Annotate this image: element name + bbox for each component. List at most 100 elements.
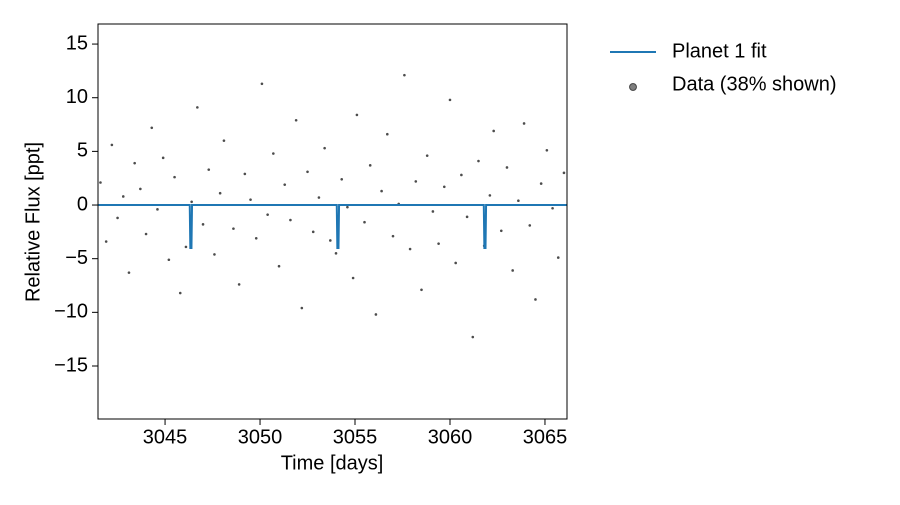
data-point: [442, 185, 446, 189]
y-tick-label: 15: [66, 32, 88, 54]
data-point: [213, 253, 216, 256]
data-point: [156, 208, 159, 211]
data-point: [471, 335, 475, 339]
data-point: [448, 98, 452, 102]
data-point: [150, 126, 154, 130]
y-tick-label: −10: [54, 301, 88, 323]
data-point: [283, 183, 287, 186]
data-point: [243, 172, 247, 176]
data-point: [340, 177, 344, 181]
data-point: [201, 223, 205, 226]
y-tick-label: 5: [77, 140, 88, 162]
data-point: [323, 146, 326, 150]
data-point: [272, 152, 275, 155]
data-point: [190, 200, 193, 204]
data-point: [277, 264, 281, 268]
x-tick-label: 3065: [523, 426, 568, 448]
data-point: [545, 149, 549, 152]
data-point: [249, 198, 252, 201]
legend-swatch: [629, 83, 637, 91]
data-point: [425, 154, 429, 157]
data-point: [391, 234, 395, 238]
data-point: [232, 227, 235, 230]
data-point: [178, 291, 182, 295]
data-point: [300, 306, 304, 310]
data-point: [363, 220, 366, 224]
data-point: [380, 189, 383, 193]
data-point: [492, 129, 495, 133]
data-point: [334, 252, 338, 255]
x-tick-label: 3050: [238, 426, 283, 448]
data-point: [437, 242, 440, 245]
y-tick-label: −5: [65, 247, 88, 269]
data-point: [420, 288, 423, 292]
y-tick-label: −15: [54, 354, 88, 376]
x-axis-label: Time [days]: [281, 452, 384, 474]
y-tick-label: 10: [66, 86, 88, 108]
data-point: [460, 173, 463, 177]
data-point: [374, 313, 378, 316]
x-tick-label: 3060: [428, 426, 473, 448]
data-point: [431, 210, 435, 213]
data-point: [110, 143, 114, 147]
data-point: [511, 269, 514, 272]
data-point: [167, 258, 171, 262]
data-point: [260, 82, 264, 86]
data-point: [139, 187, 142, 191]
data-point: [294, 118, 298, 122]
data-point: [477, 159, 480, 163]
data-point: [184, 245, 188, 249]
data-point: [121, 195, 125, 198]
data-point: [254, 236, 258, 240]
data-point: [133, 161, 136, 165]
data-point: [551, 206, 554, 210]
data-point: [414, 180, 418, 183]
data-point: [329, 239, 332, 242]
data-point: [99, 181, 102, 184]
data-point: [346, 205, 349, 209]
data-point: [408, 247, 412, 251]
data-point: [237, 283, 241, 286]
x-tick-label: 3055: [333, 426, 378, 448]
data-point: [403, 73, 406, 77]
y-tick-label: 0: [77, 193, 88, 215]
data-point: [351, 276, 355, 280]
data-point: [173, 175, 176, 179]
data-point: [355, 113, 359, 117]
data-point: [454, 261, 457, 265]
data-point: [517, 199, 520, 203]
data-point: [218, 191, 222, 195]
x-tick-label: 3045: [143, 426, 188, 448]
data-point: [266, 213, 269, 216]
data-point: [127, 271, 131, 274]
plot-frame: [97, 23, 568, 420]
data-point: [368, 164, 372, 167]
data-point: [116, 216, 119, 220]
data-point: [311, 230, 315, 234]
fit-line: [98, 204, 567, 249]
data-point: [386, 132, 389, 136]
data-point: [222, 139, 226, 142]
data-point: [556, 256, 560, 259]
data-point: [317, 196, 321, 199]
data-point: [534, 298, 537, 301]
legend-label: Data (38% shown): [672, 73, 837, 95]
y-axis-label: Relative Flux [ppt]: [22, 142, 44, 302]
data-point: [562, 171, 566, 175]
data-point: [488, 194, 492, 197]
legend-label: Planet 1 fit: [672, 40, 767, 62]
data-point: [465, 215, 469, 219]
data-point: [289, 218, 292, 222]
data-point: [161, 156, 165, 160]
data-point: [499, 229, 503, 233]
data-point: [306, 170, 309, 174]
data-point: [144, 232, 148, 236]
data-point: [196, 106, 199, 109]
data-point: [539, 182, 543, 185]
data-point: [522, 122, 526, 125]
data-point: [104, 240, 108, 243]
data-point: [207, 168, 211, 171]
data-point: [505, 166, 509, 169]
data-point: [528, 224, 532, 227]
